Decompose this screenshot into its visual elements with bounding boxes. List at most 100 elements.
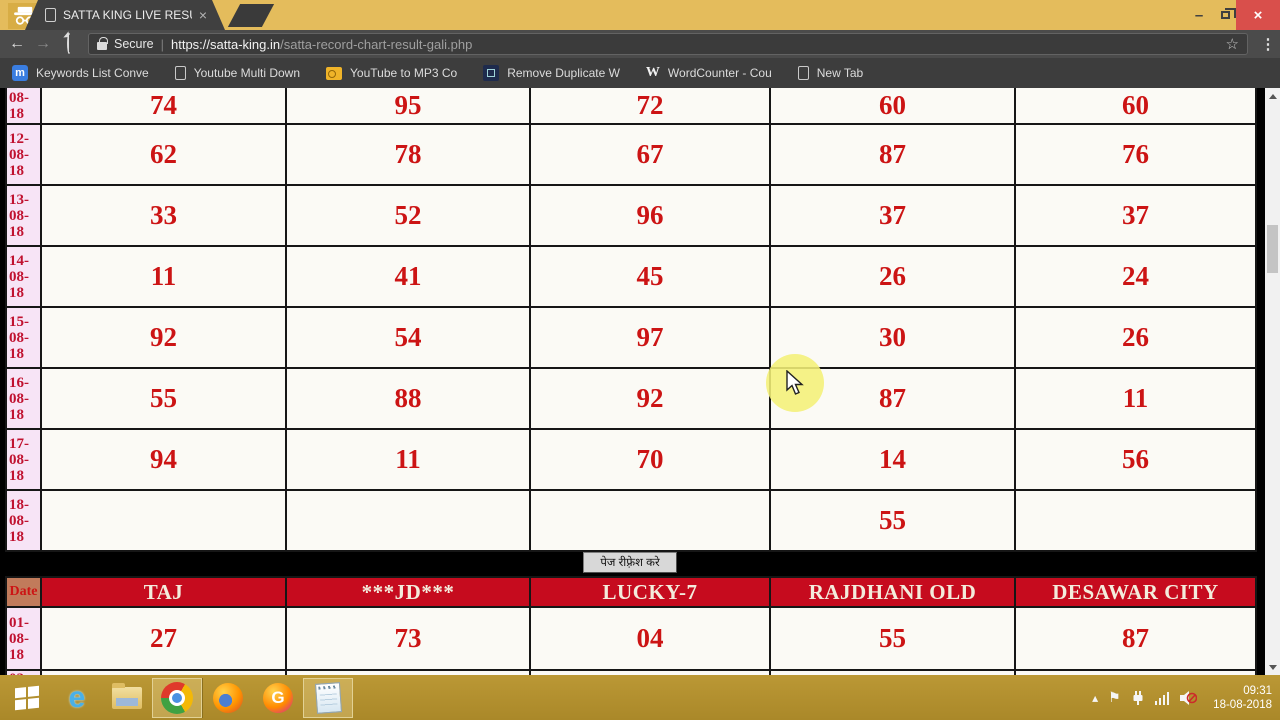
page-content: 08- 18 74 95 72 60 60 12- 08- 18 62 78 6… [0,88,1265,675]
result-cell [529,489,771,552]
result-cell: 26 [1014,306,1257,369]
browser-menu-icon[interactable]: ⋮ [1260,36,1276,53]
result-cell [40,489,287,552]
restore-button[interactable] [1212,0,1238,30]
page-refresh-button[interactable]: पेज रीफ़्रेश करे [583,552,677,573]
result-cell: 54 [285,306,531,369]
bookmark-wordcounter[interactable]: W WordCounter - Cou [645,65,772,80]
bookmark-keywords-list[interactable]: m Keywords List Conve [0,58,163,88]
result-cell: 94 [40,428,287,491]
secure-label: Secure [114,37,154,51]
chrome-icon [161,681,193,714]
table-row: 13- 08- 18 33 52 96 37 37 [5,184,1257,247]
tab-favicon [45,8,56,22]
scroll-up-arrow[interactable] [1265,88,1280,103]
result-cell: 97 [529,306,771,369]
taskbar-file-explorer[interactable] [102,678,152,718]
reload-button[interactable] [56,33,82,54]
result-cell [529,669,771,675]
tray-expand-icon[interactable]: ▴ [1092,690,1099,705]
firefox-icon [213,682,243,713]
scrollbar-thumb[interactable] [1267,225,1278,273]
taskbar-notepad[interactable] [303,677,353,718]
table-header-row: Date TAJ ***JD*** LUCKY-7 RAJDHANI OLD D… [5,576,1257,608]
bookmark-new-tab[interactable]: New Tab [786,58,877,88]
scroll-down-arrow[interactable] [1265,660,1280,675]
address-bar[interactable]: Secure | https://satta-king.in/satta-rec… [88,33,1248,55]
tab-strip: SATTA KING LIVE RESULT × – × [0,0,1280,30]
result-cell: 56 [1014,428,1257,491]
result-cell: 76 [1014,123,1257,186]
taskbar-g-browser[interactable]: G [253,678,303,718]
clock-date: 18-08-2018 [1213,698,1272,711]
taskbar: e G ▴ ⚑ [0,675,1280,720]
column-header: ***JD*** [285,576,531,608]
result-cell: 72 [529,88,771,125]
date-cell: 12- 08- 18 [5,123,42,186]
tab-close-icon[interactable]: × [198,7,207,23]
bookmark-youtube-multi[interactable]: Youtube Multi Down [163,58,314,88]
network-signal-icon[interactable] [1154,691,1170,705]
taskbar-internet-explorer[interactable]: e [52,678,102,718]
column-header: Date [5,576,42,608]
taskbar-chrome[interactable] [152,677,202,718]
result-cell: 70 [529,428,771,491]
result-cell: 88 [285,367,531,430]
bookmarks-bar: m Keywords List Conve Youtube Multi Down… [0,58,1280,88]
table-row: 15- 08- 18 92 54 97 30 26 [5,306,1257,369]
power-plug-icon[interactable] [1131,690,1145,706]
reload-icon [67,33,71,54]
result-cell: 95 [285,88,531,125]
date-cell: 15- 08- 18 [5,306,42,369]
result-cell: 24 [1014,245,1257,308]
bookmark-star-icon[interactable]: ☆ [1225,36,1239,53]
minimize-button[interactable]: – [1194,6,1204,24]
date-cell: 13- 08- 18 [5,184,42,247]
table-row: 12- 08- 18 62 78 67 87 76 [5,123,1257,186]
gali-results-table: 08- 18 74 95 72 60 60 12- 08- 18 62 78 6… [5,88,1257,552]
result-cell: 60 [769,88,1016,125]
result-cell: 67 [529,123,771,186]
close-window-button[interactable]: × [1236,0,1280,30]
new-tab-button[interactable] [227,4,275,27]
result-cell: 45 [529,245,771,308]
result-cell [285,489,531,552]
table-row: 17- 08- 18 94 11 70 14 56 [5,428,1257,491]
browser-tab[interactable]: SATTA KING LIVE RESULT × [25,0,225,30]
result-cell: 14 [769,428,1016,491]
notepad-icon [314,681,342,714]
navigation-bar: ← → Secure | https://satta-king.in/satta… [0,30,1280,58]
g-browser-icon: G [263,682,293,713]
bookmark-remove-duplicate[interactable]: Remove Duplicate W [471,58,634,88]
result-cell: 60 [1014,88,1257,125]
vertical-scrollbar[interactable] [1265,88,1280,675]
result-cell: 55 [769,489,1016,552]
back-button[interactable]: ← [9,35,25,52]
result-cell [40,669,287,675]
volume-muted-icon[interactable] [1179,690,1198,706]
result-cell: 27 [40,606,287,671]
bookmark-youtube-mp3[interactable]: YouTube to MP3 Co [314,58,471,88]
page-icon [797,66,809,80]
taskbar-firefox[interactable] [203,678,253,718]
table-row: 18- 08- 18 55 [5,489,1257,552]
result-cell: 74 [40,88,287,125]
action-center-flag-icon[interactable]: ⚑ [1108,689,1121,705]
date-cell: 08- 18 [5,88,42,125]
date-cell: 16- 08- 18 [5,367,42,430]
date-cell: 14- 08- 18 [5,245,42,308]
result-cell: 33 [40,184,287,247]
windows-logo-icon [15,685,39,710]
letter-w-icon: W [645,65,660,80]
forward-button[interactable]: → [35,35,51,52]
table-row: 01- 08- 18 27 73 04 55 87 [5,606,1257,671]
taskbar-clock[interactable]: 09:31 18-08-2018 [1207,684,1272,712]
result-cell: 37 [769,184,1016,247]
result-cell [769,669,1016,675]
system-tray: ▴ ⚑ 09:31 18-08-2018 [1092,684,1280,712]
m-badge-icon: m [12,65,28,81]
clock-time: 09:31 [1243,684,1272,697]
result-cell: 87 [769,123,1016,186]
start-button[interactable] [2,678,52,718]
